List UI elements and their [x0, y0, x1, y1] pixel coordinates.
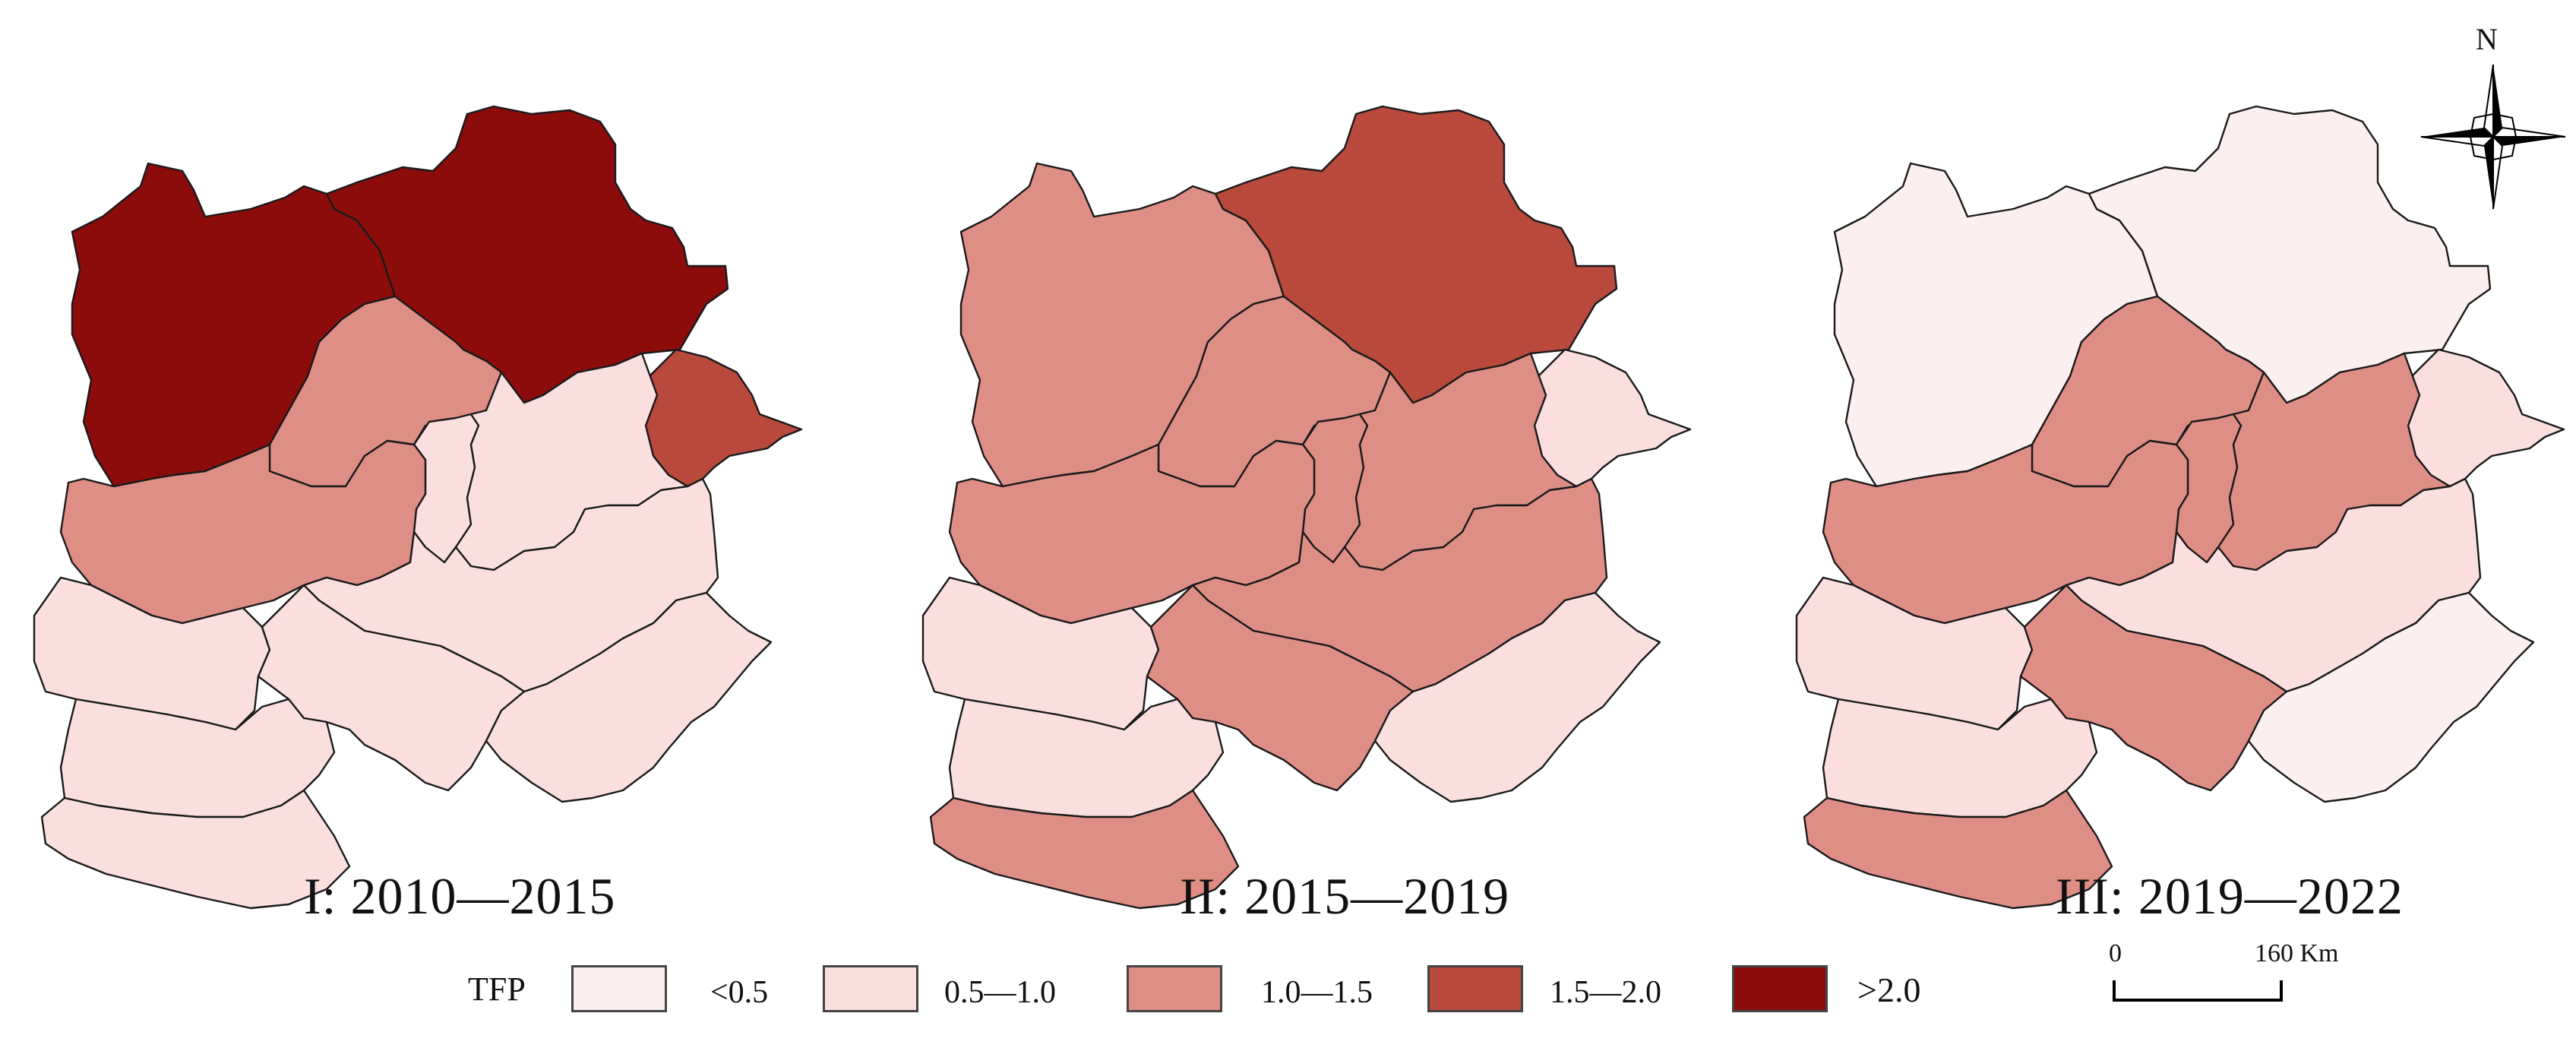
region-e	[2407, 348, 2565, 488]
region-s2	[929, 789, 1240, 910]
scale-bar-start-label: 0	[2109, 939, 2122, 967]
map-panel-1	[33, 105, 803, 910]
map-panel-3	[1795, 105, 2565, 910]
legend-swatch-4	[1427, 965, 1523, 1012]
scale-bar-end-label: 160 Km	[2255, 939, 2339, 967]
region-s2	[40, 789, 351, 910]
region-e	[1533, 348, 1692, 488]
map-panel-2	[921, 105, 1692, 910]
legend-swatch-2	[823, 965, 918, 1012]
panel-title-2: II: 2015—2019	[1180, 867, 1510, 925]
region-se	[1373, 591, 1661, 803]
legend-label-3: 1.0—1.5	[1261, 975, 1373, 1010]
legend-swatch-3	[1127, 965, 1222, 1012]
legend-label-4: 1.5—2.0	[1550, 975, 1661, 1010]
north-label: N	[2476, 22, 2498, 56]
region-e	[644, 348, 803, 488]
legend-label-1: <0.5	[710, 975, 769, 1010]
legend-label-2: 0.5—1.0	[944, 975, 1056, 1010]
legend-title: TFP	[468, 970, 526, 1008]
legend-swatch-1	[571, 965, 667, 1012]
region-se	[485, 591, 773, 803]
panel-title-3: III: 2019—2022	[2056, 867, 2404, 925]
region-s2	[1803, 789, 2113, 910]
region-se	[2247, 591, 2535, 803]
compass-rose-icon	[2420, 64, 2566, 210]
panel-title-1: I: 2010—2015	[304, 867, 616, 925]
legend-swatch-5	[1732, 965, 1828, 1012]
legend-label-5: >2.0	[1857, 970, 1921, 1009]
scale-bar	[2113, 980, 2283, 1002]
